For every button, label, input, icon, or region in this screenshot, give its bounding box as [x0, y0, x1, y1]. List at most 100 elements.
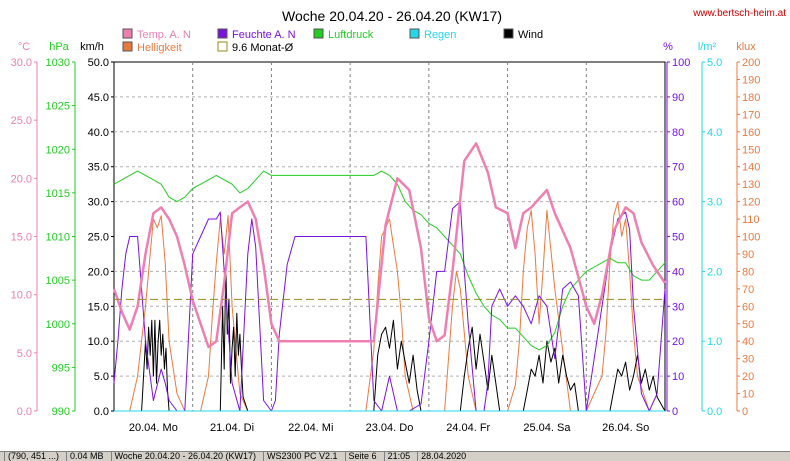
rain-tick-label: 1.0: [707, 336, 722, 348]
rain-tick-label: 3.0: [707, 197, 722, 209]
legend-item: Luftdruck: [313, 28, 374, 41]
pressure-tick-label: 995: [52, 362, 70, 374]
legend-swatch: [122, 41, 133, 52]
legend-item: Feuchte A. N: [217, 28, 296, 41]
status-bar: (790, 451 ...) 0.04 MB Woche 20.04.20 - 26…: [0, 451, 790, 461]
wind-tick-label: 0.0: [94, 406, 109, 418]
wind-tick-label: 45.0: [88, 92, 109, 104]
legend-label: Luftdruck: [328, 29, 374, 41]
legend-label: Feuchte A. N: [232, 29, 296, 41]
day-label: 24.04. Fr: [446, 422, 490, 434]
rain-axis-unit: l/m²: [698, 41, 717, 53]
legend-item: Helligkeit: [122, 41, 182, 54]
pressure-tick-label: 1000: [46, 319, 70, 331]
rain-tick-label: 5.0: [707, 57, 722, 69]
humidity-tick-label: 80: [672, 127, 684, 139]
temp-tick-label: 30.0: [11, 57, 32, 69]
status-field: Woche 20.04.20 - 26.04.20 (KW17): [110, 452, 259, 461]
plot-area: [112, 62, 667, 412]
legend-label: 9.6 Monat-Ø: [232, 42, 294, 54]
pressure-tick-label: 990: [52, 406, 70, 418]
light-tick-label: 30: [742, 354, 754, 366]
wind-tick-label: 5.0: [94, 371, 109, 383]
pressure-tick-label: 1015: [46, 188, 70, 200]
humidity-tick-label: 90: [672, 92, 684, 104]
light-tick-label: 100: [742, 232, 760, 244]
light-tick-label: 160: [742, 127, 760, 139]
light-tick-label: 200: [742, 57, 760, 69]
wind-tick-label: 35.0: [88, 162, 109, 174]
light-tick-label: 20: [742, 371, 754, 383]
humidity-tick-label: 70: [672, 162, 684, 174]
wind-tick-label: 15.0: [88, 301, 109, 313]
light-tick-label: 0: [742, 406, 748, 418]
temp-tick-label: 20.0: [11, 173, 32, 185]
wind-axis-unit: km/h: [80, 41, 104, 53]
legend-label: Regen: [424, 29, 456, 41]
pressure-axis-unit: hPa: [49, 41, 69, 53]
legend-swatch: [503, 28, 514, 39]
watermark: www.bertsch-heim.at: [692, 8, 786, 19]
humidity-tick-label: 100: [672, 57, 690, 69]
light-tick-label: 130: [742, 179, 760, 191]
light-tick-label: 60: [742, 301, 754, 313]
rain-tick-label: 2.0: [707, 266, 722, 278]
wind-tick-label: 40.0: [88, 127, 109, 139]
light-tick-label: 70: [742, 284, 754, 296]
light-tick-label: 110: [742, 214, 760, 226]
humidity-tick-label: 50: [672, 232, 684, 244]
light-axis-unit: klux: [736, 41, 756, 53]
wind-tick-label: 25.0: [88, 232, 109, 244]
light-tick-label: 50: [742, 319, 754, 331]
humidity-tick-label: 0: [672, 406, 678, 418]
status-field: 28.04.2020: [417, 452, 469, 461]
legend-item: Regen: [409, 28, 456, 41]
wind-tick-label: 50.0: [88, 57, 109, 69]
legend-item: 9.6 Monat-Ø: [217, 41, 294, 54]
status-field: 0.04 MB: [66, 452, 107, 461]
legend-swatch: [217, 28, 228, 39]
status-field: WS2300 PC V2.1: [262, 452, 341, 461]
humidity-tick-label: 60: [672, 197, 684, 209]
day-label: 21.04. Di: [210, 422, 254, 434]
light-tick-label: 40: [742, 336, 754, 348]
legend-swatch: [409, 28, 420, 39]
legend-label: Temp. A. N: [137, 29, 191, 41]
pressure-tick-label: 1030: [46, 57, 70, 69]
wind-tick-label: 30.0: [88, 197, 109, 209]
series-line-luftdruck: [113, 170, 666, 351]
light-tick-label: 90: [742, 249, 754, 261]
legend-swatch: [122, 28, 133, 39]
legend-swatch: [217, 41, 228, 52]
legend-item: Temp. A. N: [122, 28, 191, 41]
status-field: Seite 6: [344, 452, 380, 461]
legend-item: Wind: [503, 28, 543, 41]
temp-tick-label: 10.0: [11, 290, 32, 302]
light-tick-label: 10: [742, 389, 754, 401]
pressure-tick-label: 1025: [46, 101, 70, 113]
day-label: 26.04. So: [602, 422, 649, 434]
pressure-tick-label: 1010: [46, 232, 70, 244]
light-tick-label: 80: [742, 266, 754, 278]
light-tick-label: 150: [742, 144, 760, 156]
series-line-wind: [114, 263, 666, 412]
day-label: 25.04. Sa: [523, 422, 571, 434]
status-field: (790, 451 ...): [4, 452, 62, 461]
temp-tick-label: 0.0: [17, 406, 32, 418]
temp-tick-label: 25.0: [11, 115, 32, 127]
rain-tick-label: 4.0: [707, 127, 722, 139]
humidity-tick-label: 20: [672, 336, 684, 348]
chart-title: Woche 20.04.20 - 26.04.20 (KW17): [282, 8, 502, 24]
humidity-tick-label: 10: [672, 371, 684, 383]
legend-label: Wind: [518, 29, 543, 41]
humidity-tick-label: 40: [672, 266, 684, 278]
day-label: 22.04. Mi: [288, 422, 333, 434]
temp-axis-unit: °C: [18, 41, 30, 53]
day-label: 23.04. Do: [366, 422, 414, 434]
series-line-temp-a-n: [112, 142, 667, 349]
humidity-axis-unit: %: [663, 41, 673, 53]
light-tick-label: 190: [742, 74, 760, 86]
humidity-tick-label: 30: [672, 301, 684, 313]
